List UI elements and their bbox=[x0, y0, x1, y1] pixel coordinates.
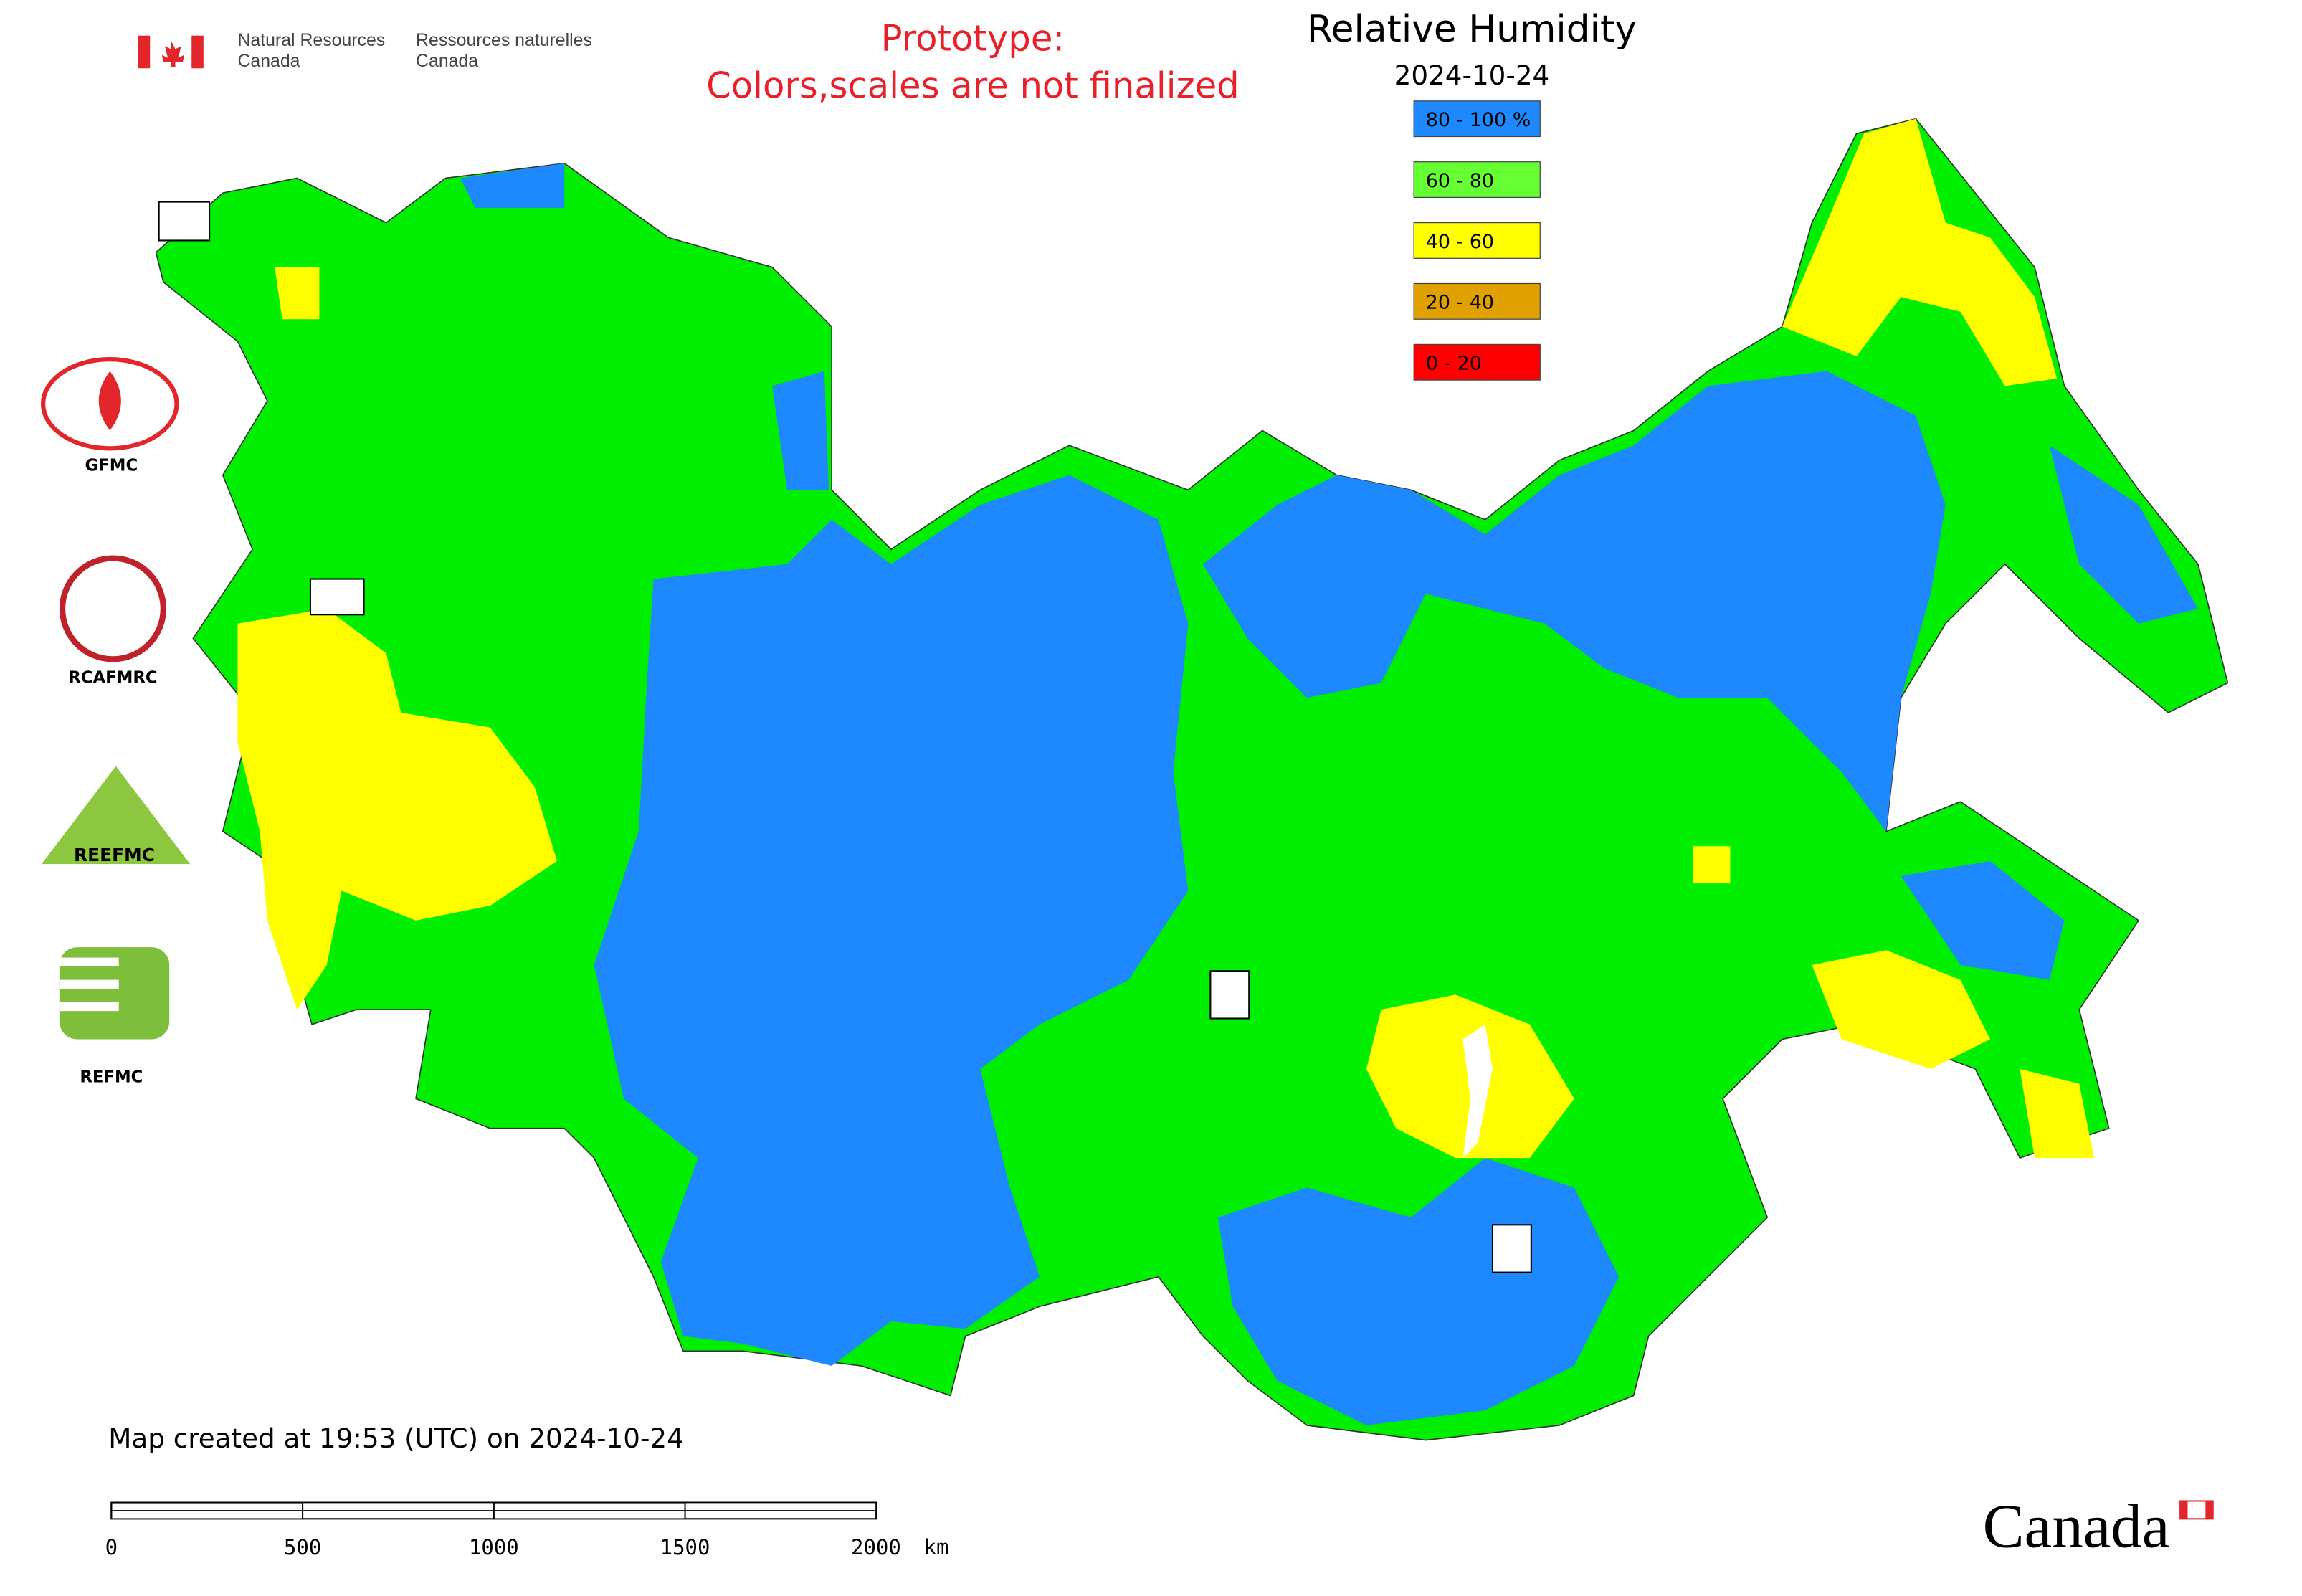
humid-blue bbox=[594, 475, 1189, 1367]
humid-yellow bbox=[237, 608, 557, 1010]
scale-tick-label: 1000 bbox=[469, 1535, 519, 1559]
prototype-notice: Colors,scales are not finalized bbox=[706, 65, 1240, 107]
humid-yellow bbox=[275, 118, 2058, 884]
scale-tick-label: 2000 bbox=[851, 1535, 901, 1559]
legend-date: 2024-10-24 bbox=[1394, 60, 1550, 91]
department-en: Natural Resources bbox=[237, 31, 385, 50]
canada-wordmark: Canada bbox=[1983, 1491, 2170, 1561]
flag-bar bbox=[138, 35, 151, 69]
legend-label: 60 - 80 bbox=[1426, 170, 1494, 192]
prototype-notice: Prototype: bbox=[881, 17, 1065, 59]
scale-bar: 0 500 1000 1500 2000 km bbox=[105, 1501, 949, 1559]
scale-segment bbox=[493, 1510, 686, 1520]
legend-title: Relative Humidity bbox=[1307, 8, 1637, 51]
maple-leaf bbox=[161, 39, 184, 67]
legend-label: 40 - 60 bbox=[1426, 231, 1494, 253]
refmc-stripe bbox=[59, 1002, 119, 1012]
logos: GFMC RCAFMRC REEFMC REFMC bbox=[40, 201, 1532, 1273]
map-logo-marker bbox=[1491, 1224, 1532, 1273]
gfmc-emblem bbox=[40, 357, 179, 451]
legend-label: 80 - 100 % bbox=[1426, 109, 1531, 131]
lake bbox=[1462, 1024, 1493, 1159]
logo-label: REEFMC bbox=[74, 845, 155, 865]
legend: 80 - 100 % 60 - 80 40 - 60 20 - 40 0 - 20 bbox=[1413, 100, 1541, 381]
scale-segment bbox=[302, 1501, 495, 1511]
gfmc-flame bbox=[98, 371, 121, 431]
legend-swatch bbox=[1413, 343, 1541, 381]
legend-label: 20 - 40 bbox=[1426, 292, 1494, 314]
refmc-emblem bbox=[59, 947, 170, 1040]
map bbox=[155, 118, 2229, 1441]
map-logo-marker bbox=[158, 201, 211, 242]
humid-yellow bbox=[1366, 950, 2094, 1159]
department-fr: Ressources naturelles bbox=[416, 31, 592, 50]
rcafmrc-emblem bbox=[59, 555, 167, 662]
reefmc-emblem bbox=[42, 766, 191, 865]
scale-tick-label: 500 bbox=[284, 1535, 321, 1559]
creation-note: Map created at 19:53 (UTC) on 2024-10-24 bbox=[108, 1422, 684, 1454]
legend-label: 0 - 20 bbox=[1426, 353, 1482, 375]
scale-tick-label: 0 bbox=[105, 1535, 118, 1559]
scale-segment bbox=[684, 1501, 877, 1511]
refmc-stripe bbox=[59, 957, 119, 967]
map-logo-marker bbox=[1209, 970, 1250, 1020]
map-logo-marker bbox=[309, 578, 365, 616]
wordmark-flag-bar bbox=[2180, 1501, 2188, 1519]
logo-label: RCAFMRC bbox=[68, 669, 157, 688]
scale-unit: km bbox=[924, 1535, 949, 1559]
scale-tick-label: 1500 bbox=[660, 1535, 710, 1559]
legend-swatch bbox=[1413, 282, 1541, 320]
scale-segment bbox=[110, 1510, 303, 1520]
department-en: Canada bbox=[237, 52, 300, 71]
logo-label: GFMC bbox=[85, 456, 138, 475]
flag-bar bbox=[191, 35, 204, 69]
refmc-stripe bbox=[59, 979, 119, 989]
department-fr: Canada bbox=[416, 52, 478, 71]
wordmark-flag-bar bbox=[2205, 1501, 2213, 1519]
government-signature: Natural Resources Canada Ressources natu… bbox=[138, 31, 592, 71]
humid-blue bbox=[1203, 371, 1946, 832]
legend-swatch bbox=[1413, 161, 1541, 199]
legend-swatch bbox=[1413, 222, 1541, 259]
legend-swatch bbox=[1413, 100, 1541, 138]
logo-label: REFMC bbox=[80, 1068, 143, 1087]
